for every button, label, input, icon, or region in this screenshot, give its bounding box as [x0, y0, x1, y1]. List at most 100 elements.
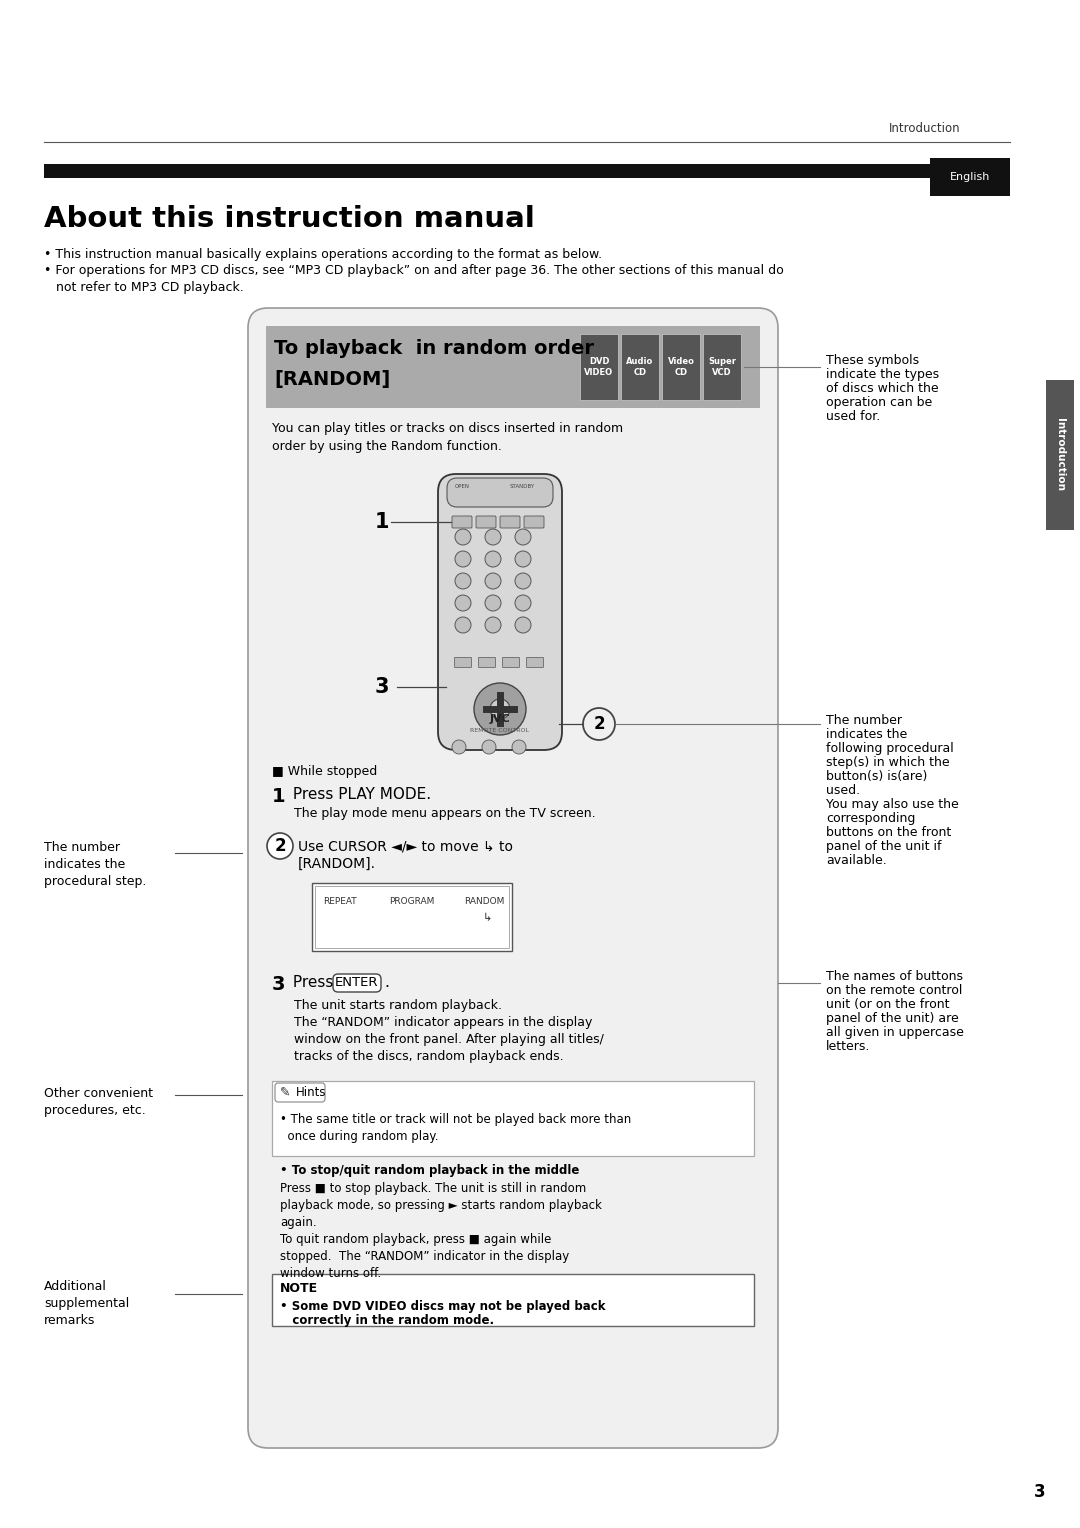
Text: • For operations for MP3 CD discs, see “MP3 CD playback” on and after page 36. T: • For operations for MP3 CD discs, see “…: [44, 264, 784, 293]
Text: The number: The number: [826, 714, 902, 727]
Text: NOTE: NOTE: [280, 1282, 319, 1294]
Circle shape: [485, 594, 501, 611]
Text: The names of buttons: The names of buttons: [826, 970, 963, 983]
Text: of discs which the: of discs which the: [826, 382, 939, 396]
Text: Video
CD: Video CD: [667, 358, 694, 377]
Text: Press: Press: [288, 975, 338, 990]
Circle shape: [512, 740, 526, 753]
Circle shape: [482, 740, 496, 753]
Text: The play mode menu appears on the TV screen.: The play mode menu appears on the TV scr…: [294, 807, 596, 821]
Text: on the remote control: on the remote control: [826, 984, 962, 996]
FancyBboxPatch shape: [272, 1274, 754, 1326]
FancyBboxPatch shape: [662, 335, 700, 400]
Text: You may also use the: You may also use the: [826, 798, 959, 811]
FancyBboxPatch shape: [315, 886, 509, 947]
Circle shape: [485, 573, 501, 588]
Text: indicate the types: indicate the types: [826, 368, 940, 380]
Circle shape: [515, 617, 531, 633]
Text: • Some DVD VIDEO discs may not be played back: • Some DVD VIDEO discs may not be played…: [280, 1300, 606, 1313]
Text: JVC: JVC: [489, 714, 511, 724]
Text: 2: 2: [274, 837, 286, 856]
FancyBboxPatch shape: [266, 325, 760, 408]
Text: DVD
VIDEO: DVD VIDEO: [584, 358, 613, 377]
Circle shape: [267, 833, 293, 859]
Text: Introduction: Introduction: [889, 122, 960, 134]
Circle shape: [485, 529, 501, 545]
FancyBboxPatch shape: [703, 335, 741, 400]
Circle shape: [515, 529, 531, 545]
Circle shape: [455, 594, 471, 611]
Circle shape: [515, 552, 531, 567]
Circle shape: [485, 552, 501, 567]
FancyBboxPatch shape: [272, 1080, 754, 1157]
FancyBboxPatch shape: [930, 157, 1010, 196]
Text: following procedural: following procedural: [826, 743, 954, 755]
Circle shape: [485, 617, 501, 633]
Text: ✎: ✎: [280, 1085, 291, 1099]
FancyBboxPatch shape: [453, 516, 472, 529]
FancyBboxPatch shape: [447, 478, 553, 507]
Circle shape: [474, 683, 526, 735]
Text: used for.: used for.: [826, 410, 880, 423]
Text: • To stop/quit random playback in the middle: • To stop/quit random playback in the mi…: [280, 1164, 579, 1177]
FancyBboxPatch shape: [527, 657, 543, 668]
Text: available.: available.: [826, 854, 887, 866]
Text: The number
indicates the
procedural step.: The number indicates the procedural step…: [44, 840, 147, 888]
Circle shape: [583, 707, 615, 740]
Text: You can play titles or tracks on discs inserted in random
order by using the Ran: You can play titles or tracks on discs i…: [272, 422, 623, 452]
Text: Use CURSOR ◄/► to move ↳ to: Use CURSOR ◄/► to move ↳ to: [298, 839, 513, 853]
Text: 2: 2: [593, 715, 605, 733]
Text: Press PLAY MODE.: Press PLAY MODE.: [288, 787, 431, 802]
Circle shape: [455, 552, 471, 567]
Text: Press ■ to stop playback. The unit is still in random
playback mode, so pressing: Press ■ to stop playback. The unit is st…: [280, 1183, 602, 1280]
FancyBboxPatch shape: [312, 883, 512, 950]
FancyBboxPatch shape: [455, 657, 472, 668]
Text: button(s) is(are): button(s) is(are): [826, 770, 928, 782]
FancyBboxPatch shape: [44, 163, 964, 177]
FancyBboxPatch shape: [621, 335, 659, 400]
Text: English: English: [949, 173, 990, 182]
Circle shape: [453, 740, 465, 753]
FancyBboxPatch shape: [524, 516, 544, 529]
Text: buttons on the front: buttons on the front: [826, 827, 951, 839]
Text: PROGRAM: PROGRAM: [389, 897, 434, 906]
Text: 3: 3: [272, 975, 285, 995]
Circle shape: [490, 698, 510, 720]
Text: Introduction: Introduction: [1055, 419, 1065, 492]
Text: panel of the unit) are: panel of the unit) are: [826, 1012, 959, 1025]
Text: REPEAT: REPEAT: [323, 897, 356, 906]
Text: 1: 1: [375, 512, 389, 532]
Text: correctly in the random mode.: correctly in the random mode.: [280, 1314, 495, 1326]
Text: Hints: Hints: [296, 1085, 326, 1099]
Text: • This instruction manual basically explains operations according to the format : • This instruction manual basically expl…: [44, 248, 603, 261]
Text: RANDOM: RANDOM: [463, 897, 504, 906]
Text: The unit starts random playback.
The “RANDOM” indicator appears in the display
w: The unit starts random playback. The “RA…: [294, 999, 604, 1063]
Text: Super
VCD: Super VCD: [708, 358, 735, 377]
Text: ■ While stopped: ■ While stopped: [272, 766, 377, 778]
Text: [RANDOM]: [RANDOM]: [274, 370, 390, 390]
Circle shape: [455, 573, 471, 588]
Text: ENTER: ENTER: [335, 976, 379, 990]
FancyBboxPatch shape: [1047, 380, 1074, 530]
Text: operation can be: operation can be: [826, 396, 932, 410]
Text: unit (or on the front: unit (or on the front: [826, 998, 949, 1012]
Text: indicates the: indicates the: [826, 727, 907, 741]
FancyBboxPatch shape: [333, 973, 381, 992]
Text: all given in uppercase: all given in uppercase: [826, 1025, 963, 1039]
Text: OPEN: OPEN: [455, 484, 470, 489]
FancyBboxPatch shape: [476, 516, 496, 529]
FancyBboxPatch shape: [248, 309, 778, 1449]
Text: letters.: letters.: [826, 1041, 870, 1053]
FancyBboxPatch shape: [438, 474, 562, 750]
Circle shape: [455, 617, 471, 633]
FancyBboxPatch shape: [275, 1083, 325, 1102]
Text: These symbols: These symbols: [826, 354, 919, 367]
Text: 3: 3: [375, 677, 389, 697]
FancyBboxPatch shape: [500, 516, 519, 529]
Text: .: .: [384, 975, 389, 990]
Text: Additional
supplemental
remarks: Additional supplemental remarks: [44, 1280, 130, 1326]
FancyBboxPatch shape: [580, 335, 618, 400]
Text: [RANDOM].: [RANDOM].: [298, 857, 376, 871]
Text: STANDBY: STANDBY: [510, 484, 535, 489]
Text: Other convenient
procedures, etc.: Other convenient procedures, etc.: [44, 1086, 153, 1117]
